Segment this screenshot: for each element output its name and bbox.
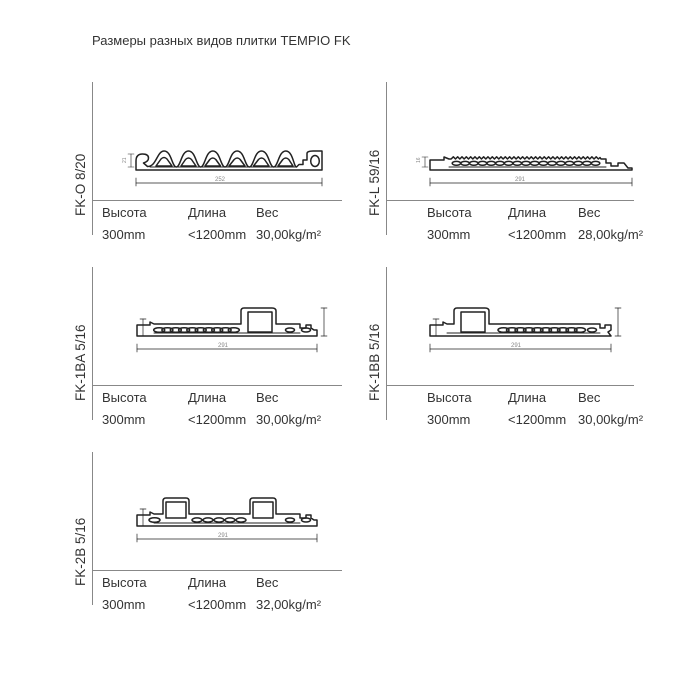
svg-text:16: 16 (416, 157, 422, 163)
svg-text:291: 291 (218, 533, 229, 539)
svg-text:291: 291 (511, 343, 522, 349)
svg-text:291: 291 (515, 177, 526, 183)
svg-text:21: 21 (122, 157, 128, 163)
svg-text:252: 252 (215, 177, 226, 183)
svg-text:291: 291 (218, 343, 229, 349)
